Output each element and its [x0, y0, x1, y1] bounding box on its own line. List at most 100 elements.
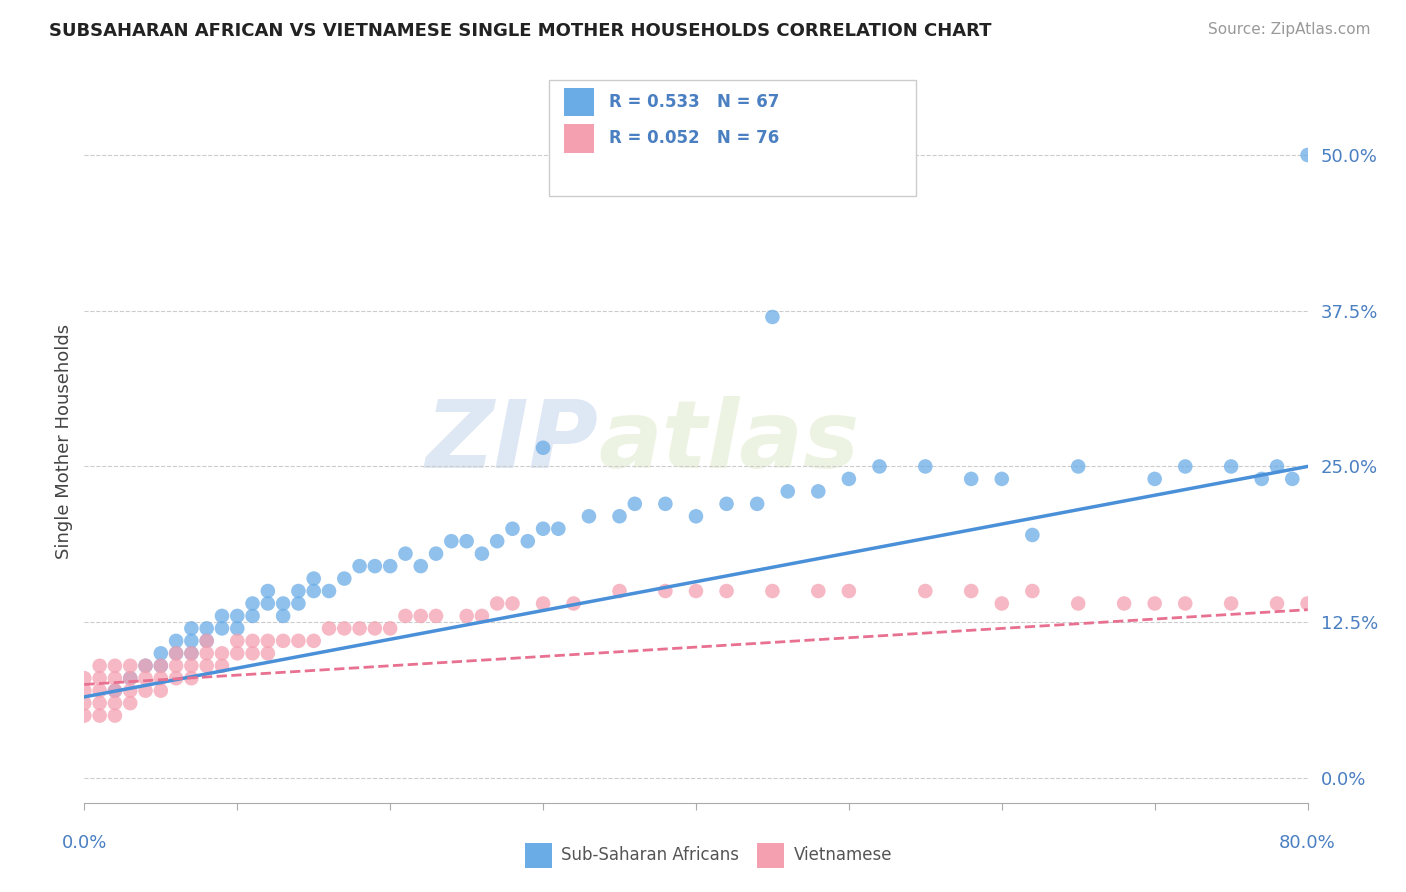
Point — [333, 572, 356, 586]
Point — [1265, 459, 1288, 474]
Point — [165, 671, 187, 685]
Text: Vietnamese: Vietnamese — [794, 847, 893, 864]
Point — [287, 633, 309, 648]
Point — [73, 683, 96, 698]
Point — [195, 646, 218, 660]
Point — [654, 584, 676, 599]
Point — [456, 609, 478, 624]
Point — [471, 547, 494, 561]
Point — [547, 522, 569, 536]
Point — [1067, 459, 1090, 474]
Point — [104, 671, 127, 685]
Point — [149, 658, 172, 673]
Point — [195, 633, 218, 648]
Point — [502, 597, 524, 611]
Point — [960, 472, 983, 486]
Point — [257, 646, 280, 660]
Point — [180, 633, 202, 648]
Point — [226, 633, 249, 648]
Point — [1067, 597, 1090, 611]
Point — [104, 658, 127, 673]
Point — [991, 472, 1014, 486]
Point — [135, 658, 157, 673]
Point — [716, 497, 738, 511]
Point — [120, 658, 142, 673]
Point — [211, 658, 233, 673]
Point — [287, 584, 309, 599]
Text: R = 0.052   N = 76: R = 0.052 N = 76 — [609, 129, 779, 147]
Point — [165, 646, 187, 660]
Point — [838, 472, 860, 486]
Point — [165, 633, 187, 648]
Text: 0.0%: 0.0% — [62, 834, 107, 852]
Point — [149, 683, 172, 698]
Point — [242, 609, 264, 624]
Point — [135, 671, 157, 685]
Point — [73, 671, 96, 685]
Point — [104, 683, 127, 698]
Point — [180, 646, 202, 660]
Point — [914, 584, 936, 599]
Point — [409, 559, 432, 574]
Point — [73, 708, 96, 723]
Point — [257, 597, 280, 611]
Point — [149, 646, 172, 660]
Point — [73, 696, 96, 710]
Point — [1143, 597, 1166, 611]
Point — [531, 441, 554, 455]
Point — [562, 597, 585, 611]
Point — [1114, 597, 1136, 611]
Point — [165, 658, 187, 673]
Point — [271, 609, 294, 624]
Bar — [564, 124, 595, 153]
Point — [578, 509, 600, 524]
Point — [869, 459, 891, 474]
Point — [149, 671, 172, 685]
Point — [135, 658, 157, 673]
Point — [89, 708, 111, 723]
Point — [776, 484, 799, 499]
Point — [120, 671, 142, 685]
Point — [135, 683, 157, 698]
Point — [380, 621, 402, 635]
Point — [531, 597, 554, 611]
Point — [333, 621, 356, 635]
Point — [654, 497, 676, 511]
Point — [456, 534, 478, 549]
Point — [425, 609, 447, 624]
Point — [242, 633, 264, 648]
Point — [104, 683, 127, 698]
Point — [960, 584, 983, 599]
Point — [302, 633, 325, 648]
Point — [914, 459, 936, 474]
Text: SUBSAHARAN AFRICAN VS VIETNAMESE SINGLE MOTHER HOUSEHOLDS CORRELATION CHART: SUBSAHARAN AFRICAN VS VIETNAMESE SINGLE … — [49, 22, 991, 40]
Point — [318, 621, 340, 635]
Point — [1174, 459, 1197, 474]
Point — [531, 522, 554, 536]
Point — [302, 572, 325, 586]
Point — [471, 609, 494, 624]
Point — [364, 559, 387, 574]
Point — [380, 559, 402, 574]
Point — [425, 547, 447, 561]
Point — [685, 509, 707, 524]
Point — [180, 671, 202, 685]
Point — [486, 534, 509, 549]
Point — [195, 658, 218, 673]
Point — [257, 584, 280, 599]
Point — [302, 584, 325, 599]
Text: Source: ZipAtlas.com: Source: ZipAtlas.com — [1208, 22, 1371, 37]
Point — [1250, 472, 1272, 486]
Bar — [758, 843, 785, 868]
Point — [1296, 597, 1319, 611]
Point — [257, 633, 280, 648]
Point — [180, 658, 202, 673]
Point — [242, 597, 264, 611]
Point — [502, 522, 524, 536]
Point — [89, 658, 111, 673]
Point — [287, 597, 309, 611]
Point — [516, 534, 538, 549]
Point — [226, 609, 249, 624]
Point — [486, 597, 509, 611]
Bar — [524, 843, 551, 868]
